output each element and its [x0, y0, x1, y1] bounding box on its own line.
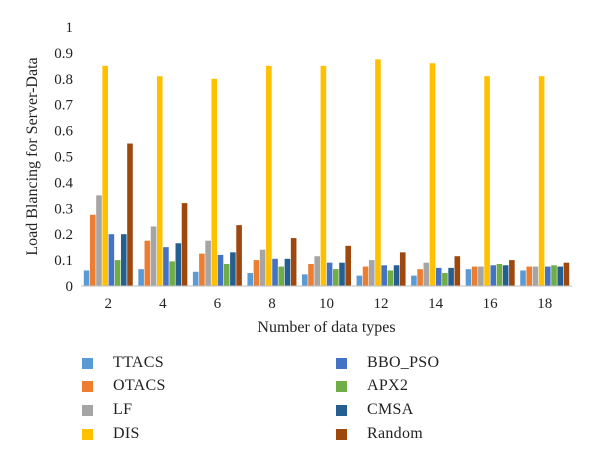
y-axis-title: Load Blancing for Server-Data [24, 57, 41, 255]
bar-lf-8 [259, 249, 266, 286]
bar-cmsa-2 [120, 234, 127, 286]
bar-ttacs-14 [411, 275, 417, 286]
bar-random-8 [290, 238, 297, 286]
bar-ttacs-2 [83, 270, 90, 286]
y-axis-ticks: 0 0.1 0.2 0.3 0.4 0.5 0.6 0.7 0.8 0.9 1 [54, 20, 73, 295]
x-tick-label: 14 [428, 296, 444, 312]
bar-cmsa-14 [448, 267, 454, 286]
bar-apx2-2 [114, 260, 121, 286]
bar-bbo-pso-8 [272, 258, 278, 286]
bar-otacs-6 [199, 253, 205, 287]
bar-dis-4 [156, 76, 163, 287]
bar-bbo-pso-16 [490, 265, 497, 286]
bar-ttacs-4 [138, 269, 144, 286]
bar-dis-2 [102, 65, 108, 286]
bar-dis-14 [429, 63, 436, 287]
x-tick-label: 18 [537, 296, 552, 312]
bar-apx2-10 [333, 269, 339, 286]
bar-cmsa-16 [502, 265, 509, 286]
bar-dis-6 [211, 78, 218, 286]
bar-random-18 [563, 262, 570, 286]
bar-ttacs-8 [247, 273, 254, 286]
bar-lf-2 [96, 195, 102, 286]
y-tick-label: 0.2 [54, 227, 73, 243]
bar-cmsa-6 [230, 252, 236, 286]
bar-otacs-10 [308, 263, 314, 286]
bar-cmsa-18 [557, 266, 564, 286]
y-tick-label: 0.5 [54, 150, 73, 166]
y-tick-label: 0.4 [54, 175, 73, 191]
bar-cmsa-4 [175, 243, 182, 286]
bar-ttacs-16 [465, 269, 472, 286]
bar-random-14 [454, 256, 461, 286]
bar-lf-16 [478, 266, 484, 286]
bar-otacs-18 [526, 266, 533, 286]
bar-bbo-pso-10 [326, 262, 333, 286]
bar-otacs-16 [471, 266, 478, 286]
x-tick-label: 12 [374, 296, 389, 312]
bar-bbo-pso-2 [108, 234, 115, 286]
bar-apx2-12 [387, 270, 394, 286]
bar-otacs-2 [89, 214, 96, 286]
y-tick-label: 0 [66, 279, 74, 295]
bar-ttacs-10 [302, 274, 308, 286]
bar-random-10 [345, 245, 351, 286]
y-tick-label: 0.9 [54, 46, 73, 62]
bar-lf-6 [205, 240, 211, 286]
bar-otacs-4 [144, 240, 151, 286]
bar-dis-12 [375, 59, 381, 287]
x-tick-label: 6 [214, 296, 222, 312]
y-tick-label: 0.3 [54, 201, 73, 217]
x-axis-title: Number of data types [257, 319, 395, 336]
bar-random-12 [399, 252, 406, 286]
bar-bbo-pso-14 [435, 267, 442, 286]
bar-random-6 [236, 225, 242, 286]
x-tick-label: 4 [159, 296, 167, 312]
bar-cmsa-10 [339, 262, 345, 286]
bar-bbo-pso-6 [217, 254, 224, 286]
bar-dis-10 [320, 65, 327, 286]
bar-bbo-pso-4 [163, 247, 169, 286]
bar-ttacs-12 [356, 275, 363, 286]
bar-lf-10 [314, 256, 320, 286]
y-tick-label: 0.7 [54, 98, 73, 114]
x-tick-label: 2 [105, 296, 113, 312]
bar-random-4 [181, 203, 188, 286]
bar-bbo-pso-12 [381, 265, 387, 286]
bar-cmsa-8 [284, 258, 291, 286]
bars [83, 59, 570, 287]
bar-dis-18 [538, 76, 545, 287]
bar-apx2-4 [169, 261, 175, 286]
bar-otacs-12 [362, 266, 369, 286]
bar-random-2 [127, 143, 133, 286]
bar-random-16 [509, 260, 515, 286]
bar-lf-18 [532, 266, 539, 286]
bar-cmsa-12 [393, 265, 400, 286]
bar-otacs-14 [417, 269, 423, 286]
bar-dis-8 [266, 65, 272, 286]
bar-apx2-16 [496, 263, 503, 286]
bar-otacs-8 [253, 260, 260, 286]
bar-dis-16 [484, 76, 490, 287]
bar-bbo-pso-18 [545, 266, 551, 286]
bar-apx2-18 [551, 265, 557, 286]
y-tick-label: 1 [66, 20, 74, 36]
y-tick-label: 0.1 [54, 253, 73, 269]
bar-ttacs-18 [520, 270, 526, 286]
y-tick-label: 0.8 [54, 72, 73, 88]
bar-lf-14 [423, 262, 430, 286]
x-tick-label: 10 [319, 296, 334, 312]
x-tick-label: 16 [483, 296, 499, 312]
y-tick-label: 0.6 [54, 124, 73, 140]
bar-apx2-14 [442, 273, 448, 286]
x-axis-ticks: 2 4 6 8 10 12 14 16 18 [105, 296, 553, 312]
bar-apx2-6 [223, 263, 230, 286]
x-tick-label: 8 [268, 296, 276, 312]
bar-lf-4 [150, 226, 157, 286]
bar-lf-12 [368, 260, 375, 286]
bar-ttacs-6 [192, 271, 199, 286]
bar-apx2-8 [278, 266, 285, 286]
